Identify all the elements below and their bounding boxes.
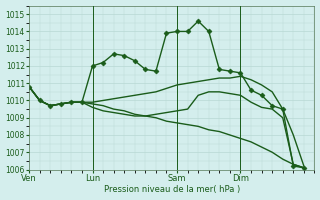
X-axis label: Pression niveau de la mer( hPa ): Pression niveau de la mer( hPa ) bbox=[104, 185, 240, 194]
